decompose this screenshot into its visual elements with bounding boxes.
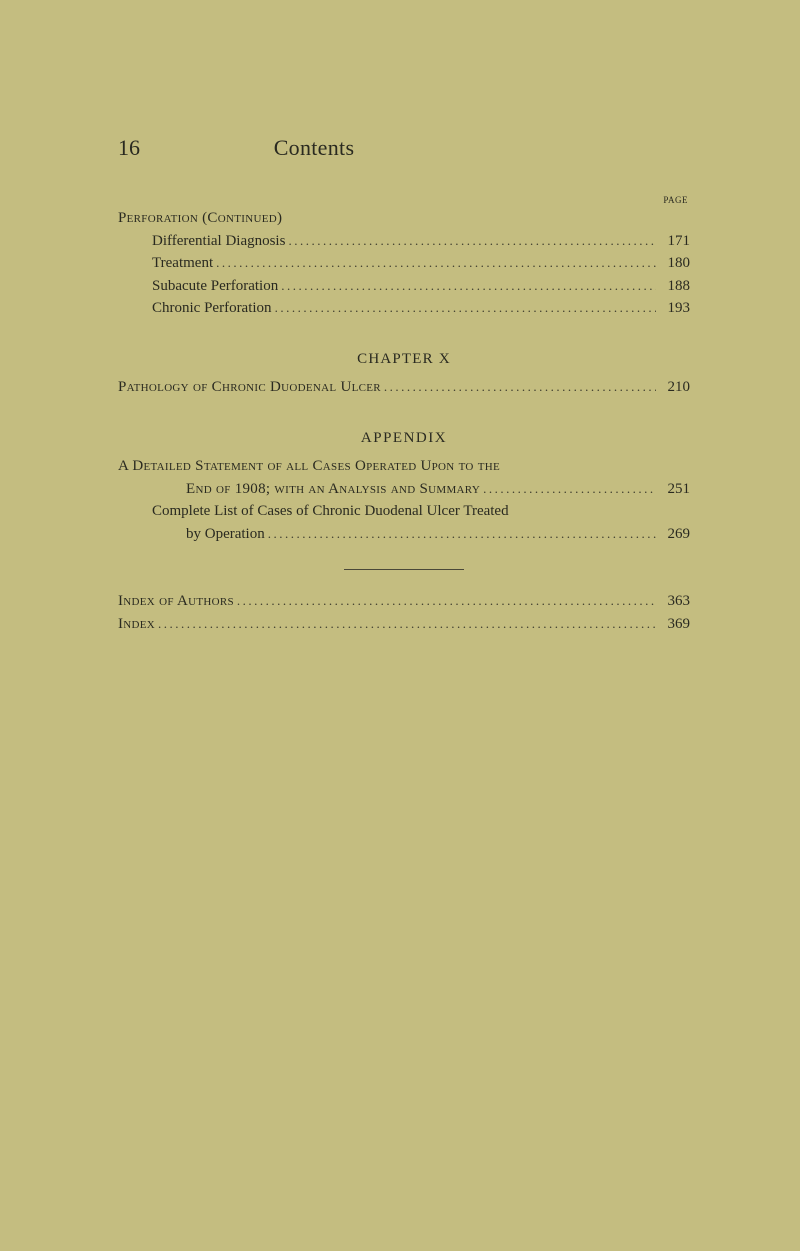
- entry-label: Chronic Perforation: [152, 297, 272, 320]
- entry-label: Treatment: [152, 252, 213, 275]
- dot-leader: ........................................…: [155, 614, 656, 634]
- dot-leader: ........................................…: [278, 276, 656, 296]
- entry-label: Complete List of Cases of Chronic Duoden…: [152, 500, 509, 523]
- dot-leader: ........................................…: [265, 524, 656, 544]
- appendix-entry2-line1: Complete List of Cases of Chronic Duoden…: [118, 500, 690, 523]
- dot-leader: ........................................…: [381, 377, 656, 397]
- entry-label: Differential Diagnosis: [152, 230, 285, 253]
- perforation-heading-text: Perforation (Continued): [118, 207, 282, 230]
- entry-label: Index of Authors: [118, 590, 234, 613]
- entry-page: 369: [656, 613, 690, 636]
- entry-label: Subacute Perforation: [152, 275, 278, 298]
- toc-entry: Subacute Perforation ...................…: [118, 275, 690, 298]
- entry-page: 180: [656, 252, 690, 275]
- entry-page: 251: [656, 478, 690, 501]
- entry-label: Pathology of Chronic Duodenal Ulcer: [118, 376, 381, 399]
- dot-leader: ........................................…: [480, 479, 656, 499]
- toc-entry: Differential Diagnosis .................…: [118, 230, 690, 253]
- entry-label: Index: [118, 613, 155, 636]
- dot-leader: ........................................…: [213, 253, 656, 273]
- entry-page: 171: [656, 230, 690, 253]
- appendix-title: APPENDIX: [118, 427, 690, 450]
- toc-entry: Treatment ..............................…: [118, 252, 690, 275]
- page-container: 16 Contents PAGE Perforation (Continued)…: [0, 0, 800, 635]
- toc-entry: Index of Authors .......................…: [118, 590, 690, 613]
- entry-label: End of 1908; with an Analysis and Summar…: [186, 478, 480, 501]
- entry-page: 269: [656, 523, 690, 546]
- running-head: 16 Contents: [118, 135, 690, 161]
- page-column-label: PAGE: [118, 195, 688, 205]
- entry-page: 210: [656, 376, 690, 399]
- perforation-heading: Perforation (Continued): [118, 207, 690, 230]
- appendix-entry-line2: End of 1908; with an Analysis and Summar…: [118, 478, 690, 501]
- entry-label: by Operation: [186, 523, 265, 546]
- entry-page: 363: [656, 590, 690, 613]
- appendix-entry2-line2: by Operation ...........................…: [118, 523, 690, 546]
- entry-page: 193: [656, 297, 690, 320]
- toc-entry: Index ..................................…: [118, 613, 690, 636]
- toc-entry: Pathology of Chronic Duodenal Ulcer ....…: [118, 376, 690, 399]
- appendix-entry-line1: A Detailed Statement of all Cases Operat…: [118, 455, 690, 478]
- entry-page: 188: [656, 275, 690, 298]
- page-number: 16: [118, 135, 140, 161]
- toc-entry: Chronic Perforation ....................…: [118, 297, 690, 320]
- entry-label: A Detailed Statement of all Cases Operat…: [118, 455, 500, 478]
- divider-rule: [344, 569, 464, 570]
- dot-leader: ........................................…: [234, 591, 656, 611]
- chapter-x-title: CHAPTER X: [118, 348, 690, 371]
- dot-leader: ........................................…: [272, 298, 656, 318]
- toc-block: Perforation (Continued) Differential Dia…: [118, 207, 690, 635]
- dot-leader: ........................................…: [285, 231, 656, 251]
- page-title: Contents: [274, 135, 355, 161]
